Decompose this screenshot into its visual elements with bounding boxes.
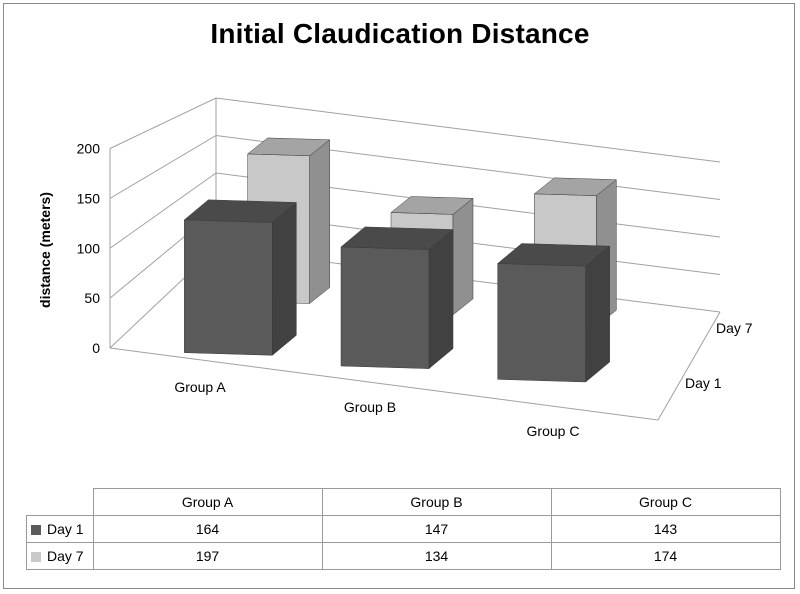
y-tick-label: 100 [77,240,101,256]
depth-series-label: Day 7 [716,320,753,336]
row-label-text: Day 7 [47,548,84,564]
table-header-cell: Group B [321,488,552,516]
y-tick-label: 150 [77,190,101,206]
floor-edge [109,311,721,421]
gridline [109,97,721,163]
data-table: Group A Group B Group C Day 1 164 147 14… [26,488,781,570]
table-row-label: Day 1 [26,515,94,543]
depth-series-label: Day 1 [685,375,722,391]
row-label-text: Day 1 [47,521,84,537]
x-category-label: Group B [344,399,396,415]
table-cell: 134 [321,542,552,570]
bar-day7-0-top [246,137,331,157]
bar-day1-0-front [184,219,273,356]
table-row: Day 7 197 134 174 [26,542,781,570]
bar-day1-2-front [497,263,586,383]
x-category-label: Group C [527,423,580,439]
bar-day1-1-side [428,229,454,370]
legend-swatch-day1 [31,525,41,535]
y-tick-label: 50 [84,290,100,306]
y-tick-label: 200 [77,141,101,157]
table-row: Day 1 164 147 143 [26,515,781,543]
table-header-row: Group A Group B Group C [26,488,781,516]
bar-day7-0-side [309,139,330,305]
legend-swatch-day7 [31,552,41,562]
y-axis-label: distance (meters) [37,192,53,308]
chart-title: Initial Claudication Distance [210,18,590,49]
y-tick-label: 0 [92,340,100,356]
table-cell: 164 [92,515,323,543]
x-category-label: Group A [174,379,226,395]
table-header-cell: Group A [92,488,323,516]
table-cell: 197 [92,542,323,570]
bar-day7-1-top [390,196,474,215]
bar-day1-0-side [272,201,297,356]
y-axis-ticks: 0 50 100 150 200 [77,141,101,357]
table-cell: 143 [550,515,781,543]
depth-axis-series: Day 1 Day 7 [685,320,753,391]
table-cell: 174 [550,542,781,570]
bar-day1-1-top [340,226,454,250]
table-cell: 147 [321,515,552,543]
bar-day1-0-top [183,199,297,223]
bar-day1-1-front [340,246,430,369]
bar-day7-1-side [452,197,474,316]
gridline [109,134,721,200]
bar-day1-2-side [585,245,610,383]
bars-day1 [183,199,611,383]
x-axis-categories: Group A Group B Group C [174,379,579,439]
bar-day7-2-top [533,177,618,196]
bar-day1-2-top [497,243,611,267]
table-row-label: Day 7 [26,542,94,570]
table-header-cell: Group C [550,488,781,516]
